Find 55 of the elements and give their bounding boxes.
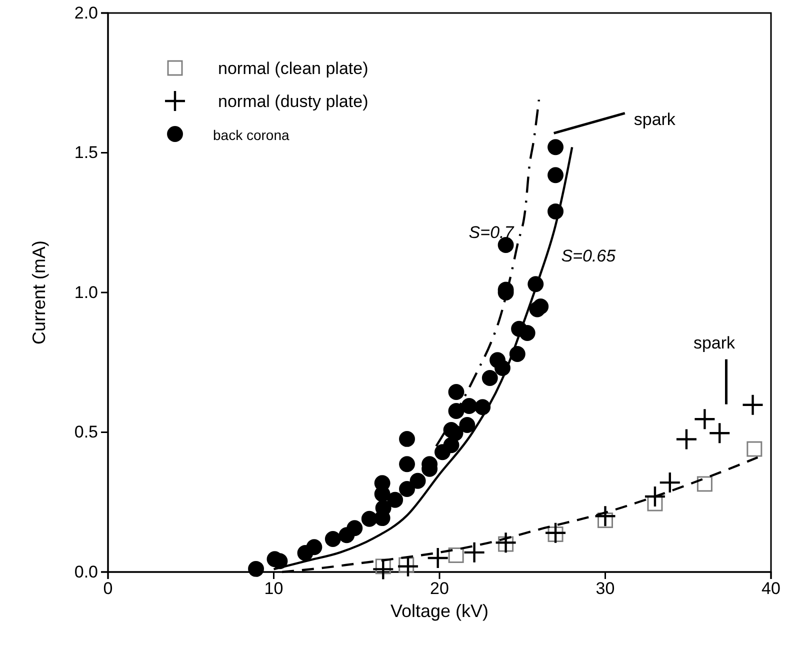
point bbox=[742, 394, 763, 415]
point bbox=[459, 417, 476, 433]
y-tick-label: 2.0 bbox=[74, 3, 98, 22]
point bbox=[324, 531, 341, 547]
point bbox=[410, 472, 426, 489]
annotation: spark bbox=[693, 333, 736, 352]
x-axis-title: Voltage (kV) bbox=[390, 601, 489, 621]
point bbox=[464, 542, 484, 562]
point bbox=[696, 476, 712, 492]
legend-label: normal (dusty plate) bbox=[218, 92, 368, 111]
x-tick-label: 30 bbox=[596, 579, 615, 598]
point bbox=[519, 325, 536, 341]
point bbox=[498, 237, 514, 253]
x-tick-label: 40 bbox=[762, 579, 780, 598]
point bbox=[746, 441, 762, 457]
y-tick-label: 1.5 bbox=[74, 143, 98, 162]
point bbox=[248, 560, 264, 577]
point bbox=[532, 298, 549, 314]
point bbox=[676, 429, 696, 450]
point bbox=[595, 506, 616, 526]
point bbox=[660, 472, 680, 493]
point bbox=[548, 167, 564, 184]
point bbox=[399, 456, 415, 472]
point bbox=[482, 370, 498, 386]
point bbox=[375, 500, 392, 516]
y-tick-label: 0.0 bbox=[74, 562, 98, 582]
point bbox=[548, 139, 564, 156]
point bbox=[373, 559, 394, 580]
point bbox=[694, 409, 715, 430]
annotation: S=0.65 bbox=[561, 246, 616, 266]
point bbox=[399, 481, 415, 497]
point bbox=[428, 548, 448, 568]
legend-label: normal (clean plate) bbox=[218, 59, 368, 78]
point bbox=[448, 384, 464, 400]
point bbox=[546, 522, 566, 543]
y-tick-label: 1.0 bbox=[74, 282, 98, 302]
point bbox=[398, 556, 418, 576]
x-tick-label: 10 bbox=[264, 579, 284, 598]
point bbox=[461, 398, 478, 414]
point bbox=[496, 532, 516, 553]
y-tick-label: 0.5 bbox=[74, 422, 98, 442]
legend-label: back corona bbox=[213, 127, 290, 143]
annotation: spark bbox=[634, 110, 676, 130]
point bbox=[387, 492, 404, 508]
point bbox=[361, 510, 378, 527]
y-axis-title: Current (mA) bbox=[29, 240, 49, 345]
point bbox=[710, 423, 730, 444]
point bbox=[448, 547, 464, 563]
point bbox=[447, 425, 464, 442]
point bbox=[399, 430, 415, 447]
x-tick-label: 20 bbox=[430, 579, 449, 598]
point bbox=[346, 520, 363, 536]
point bbox=[306, 539, 322, 556]
annotation: S=0.7 bbox=[468, 223, 514, 242]
x-tick-label: 0 bbox=[103, 579, 113, 598]
